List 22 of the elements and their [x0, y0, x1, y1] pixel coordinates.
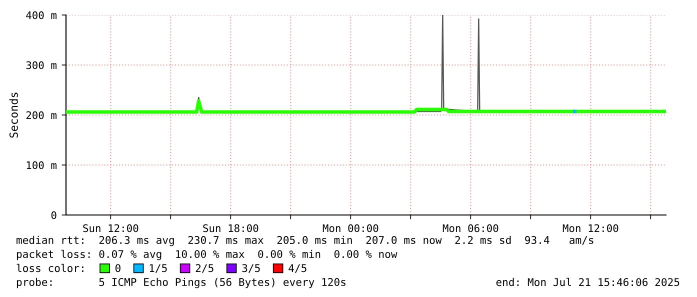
text: median rtt: 206.3 ms avg 230.7 ms max 205.0 ms min 207.0 ms now 2.2 ms sd 93.4 am/s	[16, 236, 594, 246]
legend-label: 3/5	[242, 264, 260, 273]
y-tick-label: 400 m	[26, 11, 56, 20]
legend-label: 4/5	[288, 264, 306, 273]
x-tick-label: Mon 12:00	[562, 224, 618, 232]
x-tick-label: Sun 12:00	[83, 224, 138, 232]
legend-label: 1/5	[150, 264, 167, 273]
y-tick-label: 200 m	[26, 111, 56, 120]
x-tick-label: Mon 06:00	[442, 224, 498, 232]
text: probe: 5 ICMP Echo Pings (56 Bytes) every 120s	[16, 278, 346, 288]
legend-label: 0	[115, 264, 120, 272]
y-tick-label: 0	[51, 211, 56, 220]
text: packet loss: 0.07 % avg 10.00 % max 0.00 % min 0.00 % now	[16, 250, 398, 260]
legend-label: 2/5	[196, 264, 214, 273]
y-axis-title: Seconds	[9, 92, 18, 138]
text: end: Mon Jul 21 15:46:06 2025	[496, 278, 680, 286]
x-tick-label: Sun 18:00	[203, 224, 258, 232]
y-tick-label: 100 m	[26, 161, 56, 170]
legend-title: loss color:	[16, 264, 84, 272]
x-tick-label: Mon 00:00	[322, 224, 378, 232]
y-tick-label: 300 m	[26, 61, 56, 70]
line-series	[66, 99, 666, 114]
